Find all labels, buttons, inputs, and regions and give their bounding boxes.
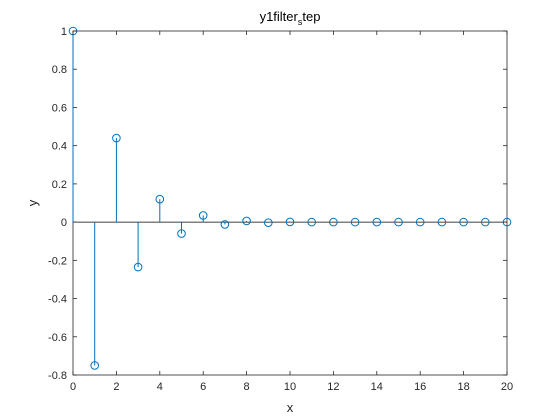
x-axis-label: x — [287, 400, 294, 415]
y-axis-label: y — [25, 199, 40, 206]
stem-marker — [329, 217, 338, 227]
x-tick-label: 14 — [371, 381, 383, 393]
stem-marker — [350, 217, 360, 227]
stem-marker — [394, 217, 403, 227]
stem-marker — [481, 217, 490, 227]
y-tick-label: 0.2 — [52, 179, 67, 191]
stem-marker — [372, 217, 382, 227]
plot-area — [72, 30, 508, 376]
chart-title-subscript: s — [298, 17, 303, 27]
x-tick-label: 18 — [457, 381, 469, 393]
y-tick-label: 0.4 — [52, 141, 67, 153]
x-tick-label: 10 — [284, 381, 296, 393]
stem-marker — [415, 217, 425, 227]
stem-marker — [459, 217, 468, 227]
chart-title: y1filterstep — [260, 9, 321, 27]
y-tick-label: -0.6 — [48, 332, 67, 344]
stem-marker — [177, 229, 186, 238]
y-tick-label: -0.4 — [48, 294, 67, 306]
x-tick-label: 2 — [113, 381, 119, 393]
y-tick-label: 1 — [61, 26, 67, 38]
stem-marker — [155, 194, 165, 204]
stem-marker — [437, 217, 447, 227]
stem-marker — [285, 217, 295, 227]
x-tick-label: 8 — [244, 381, 250, 393]
chart-title-main: y1filter — [260, 9, 299, 24]
stem-marker — [198, 211, 208, 220]
stem-marker — [242, 216, 251, 226]
y-tick-label: -0.2 — [48, 255, 67, 267]
x-tick-label: 20 — [501, 381, 513, 393]
y-axis-ticks: -0.8 -0.6 -0.4 -0.2 0 0.2 0.4 0.6 0.8 1 — [48, 26, 507, 382]
x-axis-ticks: 0 2 4 6 8 10 12 14 16 18 20 — [70, 31, 513, 393]
stem-marker — [264, 218, 273, 227]
stem-marker — [133, 262, 143, 272]
x-tick-label: 0 — [70, 381, 76, 393]
stem-marker — [220, 220, 230, 229]
y-tick-label: 0 — [61, 217, 67, 229]
y-tick-label: 0.6 — [52, 102, 67, 114]
x-tick-label: 16 — [414, 381, 426, 393]
chart-title-rest: tep — [302, 9, 320, 24]
x-tick-label: 6 — [200, 381, 206, 393]
stem-marker — [90, 361, 99, 370]
y-tick-label: -0.8 — [48, 370, 67, 382]
stem-marker — [307, 217, 317, 227]
x-tick-label: 4 — [157, 381, 163, 393]
y-tick-label: 0.8 — [52, 64, 67, 76]
stem-lines — [72, 31, 291, 366]
stem-marker — [112, 133, 121, 143]
x-tick-label: 12 — [327, 381, 339, 393]
